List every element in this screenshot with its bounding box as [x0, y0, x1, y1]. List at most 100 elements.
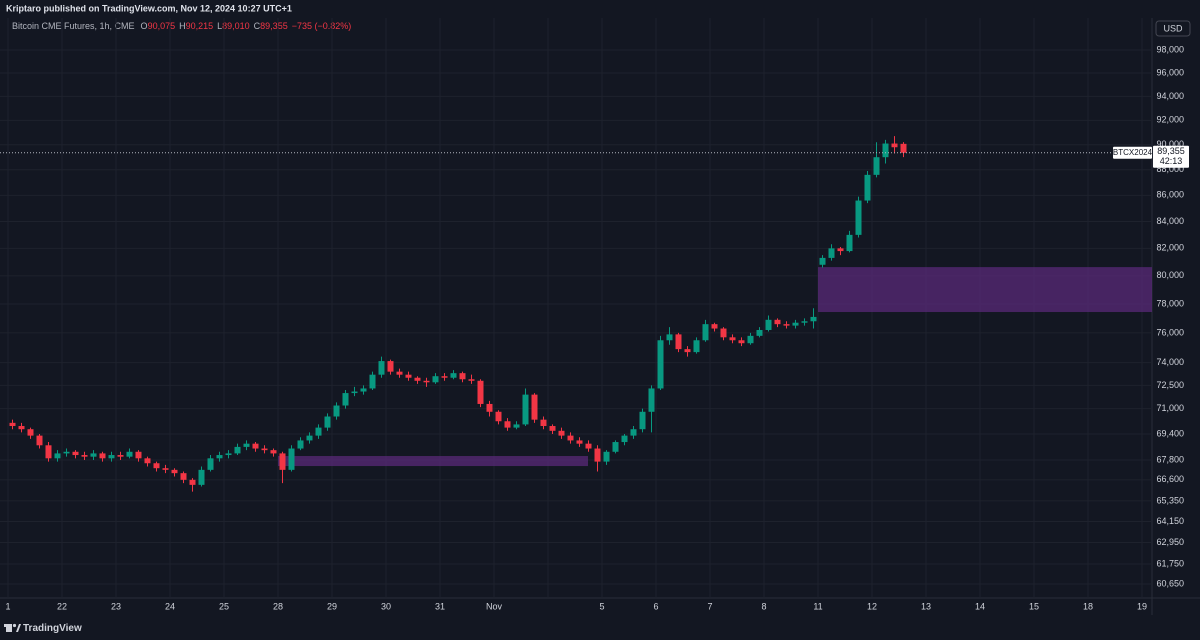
candle-body — [693, 340, 700, 353]
candle-body — [495, 411, 502, 422]
x-tick-label: 30 — [381, 601, 391, 611]
candle-body — [855, 200, 862, 235]
candle-body — [882, 143, 889, 158]
candle-body — [792, 322, 799, 326]
y-tick-label: 60,650 — [1156, 578, 1184, 588]
y-tick-label: 80,000 — [1156, 270, 1184, 280]
candle-body — [234, 446, 241, 454]
y-tick-label: 92,000 — [1156, 115, 1184, 125]
candle-body — [144, 458, 151, 464]
candle-body — [738, 340, 745, 344]
candle-body — [126, 451, 133, 457]
candle-body — [666, 334, 673, 341]
candle-body — [459, 373, 466, 380]
candle-body — [657, 340, 664, 389]
y-tick-label: 76,000 — [1156, 327, 1184, 337]
price-label: 89,355 — [1157, 146, 1185, 156]
imbalance-zone — [818, 267, 1152, 313]
candle-body — [684, 349, 691, 353]
x-tick-label: 11 — [813, 601, 822, 611]
legend: Bitcoin CME Futures, 1h, CME O90,075 H90,2… — [12, 21, 351, 31]
legend-close: 89,355 — [260, 21, 288, 31]
candle-body — [900, 143, 907, 153]
candle-body — [387, 361, 394, 372]
y-tick-label: 67,800 — [1156, 454, 1184, 464]
x-tick-label: 7 — [707, 601, 712, 611]
currency-button[interactable] — [1155, 20, 1191, 37]
logo-mark — [4, 624, 12, 627]
y-tick-label: 90,000 — [1156, 139, 1184, 149]
candle-body — [558, 430, 565, 436]
legend-c: C — [254, 21, 261, 31]
y-tick-label: 86,000 — [1156, 190, 1184, 200]
candle-body — [567, 435, 574, 441]
candle-body — [711, 324, 718, 329]
legend-open: 90,075 — [148, 21, 176, 31]
y-tick-label: 69,400 — [1156, 428, 1184, 438]
candle-body — [279, 453, 286, 470]
currency[interactable]: USD — [1163, 23, 1183, 33]
candle-body — [288, 448, 295, 470]
y-tick-label: 71,000 — [1156, 403, 1184, 413]
candle-body — [369, 374, 376, 389]
candle-body — [396, 371, 403, 375]
candle-body — [252, 443, 259, 449]
brand[interactable]: TradingView — [23, 623, 82, 634]
x-tick-label: 1 — [5, 601, 10, 611]
candle-body — [540, 419, 547, 427]
candle-body — [63, 451, 70, 454]
legend-low: 89,010 — [222, 21, 250, 31]
candle-body — [432, 376, 439, 383]
candle-body — [549, 426, 556, 431]
legend-high: 90,215 — [186, 21, 214, 31]
candle-body — [405, 374, 412, 378]
candle-body — [504, 421, 511, 428]
candle-body — [324, 416, 331, 428]
candle-body — [873, 157, 880, 175]
candle-body — [216, 455, 223, 459]
candle-body — [414, 377, 421, 381]
legend-change: −735 (−0.82%) — [292, 21, 352, 31]
candle-body — [702, 324, 709, 341]
candle-body — [612, 442, 619, 452]
candle-body — [747, 335, 754, 344]
x-tick-label: Nov — [486, 601, 503, 611]
candle-body — [306, 435, 313, 441]
candle-body — [630, 429, 637, 436]
candle-body — [342, 393, 349, 406]
candle-body — [189, 479, 196, 485]
candle-body — [261, 448, 268, 451]
x-tick-label: 14 — [975, 601, 985, 611]
candle-body — [72, 451, 79, 456]
candle-body — [621, 435, 628, 443]
x-tick-label: 22 — [57, 601, 67, 611]
x-tick-label: 5 — [599, 601, 604, 611]
y-tick-label: 64,150 — [1156, 516, 1184, 526]
candle-body — [603, 451, 610, 462]
footer-logo[interactable]: TradingView — [4, 623, 82, 634]
candle-body — [45, 445, 52, 459]
candle-body — [270, 450, 277, 454]
candle-body — [864, 174, 871, 201]
candle-body — [54, 453, 61, 459]
candle-body — [468, 379, 475, 381]
y-tick-label: 94,000 — [1156, 91, 1184, 101]
candle-body — [801, 321, 808, 323]
x-tick-label: 24 — [165, 601, 175, 611]
legend-h: H — [179, 21, 186, 31]
candle-body — [531, 394, 538, 420]
candle-body — [90, 453, 97, 457]
candle-body — [576, 440, 583, 444]
y-tick-label: 61,750 — [1156, 558, 1184, 568]
candle-body — [441, 376, 448, 378]
candle-body — [117, 455, 124, 457]
y-tick-label: 78,000 — [1156, 298, 1184, 308]
candle-body — [675, 334, 682, 350]
candle-body — [513, 424, 520, 428]
candle-body — [360, 388, 367, 392]
y-tick-label: 84,000 — [1156, 216, 1184, 226]
candle-body — [81, 455, 88, 457]
candle-body — [99, 453, 106, 459]
candle-body — [450, 373, 457, 378]
x-tick-label: 15 — [1029, 601, 1039, 611]
